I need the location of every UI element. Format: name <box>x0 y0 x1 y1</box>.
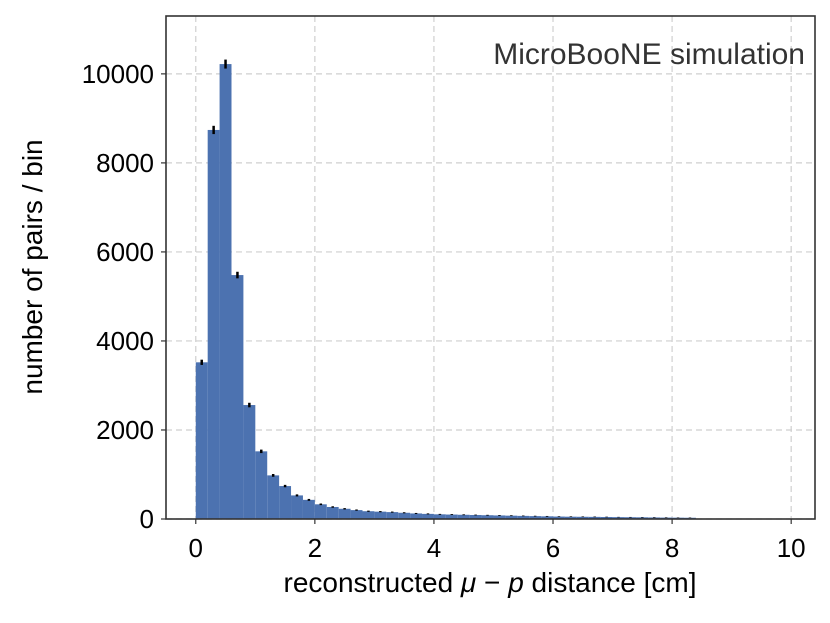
histogram-bar <box>326 506 339 519</box>
histogram-bar <box>469 514 482 519</box>
histogram-bar <box>207 129 220 519</box>
grid-lines <box>166 16 815 520</box>
histogram-bar <box>291 495 303 519</box>
histogram-bar <box>576 516 589 519</box>
histogram-bar <box>529 516 542 519</box>
histogram-bar <box>564 516 577 519</box>
x-tick-label: 2 <box>308 533 322 563</box>
histogram-bar <box>267 475 280 519</box>
histogram-bar <box>350 510 363 519</box>
histogram-bar <box>505 515 518 519</box>
histogram-bar <box>338 508 351 519</box>
histogram-bar <box>612 517 625 519</box>
histogram-bar <box>279 486 292 519</box>
histogram-bar <box>481 515 494 519</box>
y-axis-label: number of pairs / bin <box>17 139 48 394</box>
histogram-bar <box>314 504 327 519</box>
histogram-bar <box>362 511 375 519</box>
histogram-bar <box>410 513 423 519</box>
histogram-bar <box>302 499 315 519</box>
error-bars <box>200 59 692 518</box>
histogram-bars <box>195 64 696 519</box>
simulation-annotation: MicroBooNE simulation <box>493 38 805 71</box>
plot-frame <box>165 15 816 520</box>
histogram-bar <box>493 515 506 519</box>
histogram-bar <box>445 514 458 519</box>
x-axis-label-prefix: reconstructed <box>284 567 461 598</box>
y-tick-label: 8000 <box>96 148 154 178</box>
x-axis-label-suffix: distance [cm] <box>524 567 697 598</box>
histogram-bar <box>195 362 208 519</box>
y-axis-ticks: 0 2000 4000 6000 8000 10000 <box>82 59 166 534</box>
histogram-bar <box>517 515 530 519</box>
x-axis-label: reconstructed μ − p distance [cm] <box>284 567 697 598</box>
x-tick-label: 10 <box>777 533 806 563</box>
histogram-bar <box>457 514 470 519</box>
histogram-bar <box>422 513 434 519</box>
histogram-bar <box>255 451 268 519</box>
histogram-bar <box>541 516 554 519</box>
x-axis-label-mu: μ <box>460 567 476 598</box>
histogram-bar <box>386 512 399 519</box>
histogram-bar <box>398 512 411 519</box>
histogram-bar <box>553 516 565 519</box>
y-tick-label: 2000 <box>96 415 154 445</box>
x-axis-label-minus: − <box>476 567 508 598</box>
x-tick-label: 6 <box>546 533 560 563</box>
histogram-bar <box>588 516 601 519</box>
histogram-bar <box>374 511 387 519</box>
y-tick-label: 4000 <box>96 326 154 356</box>
histogram-bar <box>219 64 232 519</box>
histogram-bar <box>433 514 446 519</box>
x-axis-ticks: 0 2 4 6 8 10 <box>189 519 806 563</box>
histogram-bar <box>636 517 649 519</box>
y-tick-label: 6000 <box>96 237 154 267</box>
histogram-bar <box>243 405 256 519</box>
histogram-bar <box>231 275 244 519</box>
histogram-bar <box>600 516 613 519</box>
y-tick-label: 0 <box>140 504 154 534</box>
x-tick-label: 0 <box>189 533 203 563</box>
x-tick-label: 8 <box>665 533 679 563</box>
y-tick-label: 10000 <box>82 59 154 89</box>
histogram-bar <box>624 517 637 519</box>
x-axis-label-p: p <box>507 567 524 598</box>
x-tick-label: 4 <box>427 533 441 563</box>
